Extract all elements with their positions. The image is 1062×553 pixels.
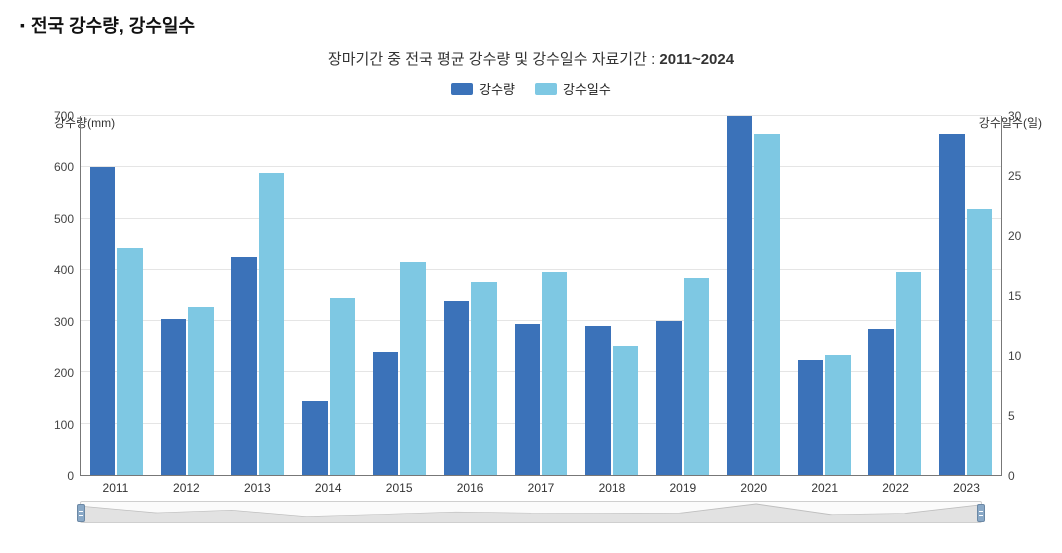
bar-precip-mm[interactable] bbox=[585, 326, 610, 475]
bar-precip-days[interactable] bbox=[967, 209, 992, 475]
y-right-tick: 30 bbox=[1008, 109, 1021, 123]
subtitle-period: 2011~2024 bbox=[659, 51, 734, 68]
bar-precip-mm[interactable] bbox=[231, 257, 256, 475]
bar-precip-mm[interactable] bbox=[444, 301, 469, 475]
section-title: 전국 강수량, 강수일수 bbox=[20, 12, 1042, 38]
bar-precip-days[interactable] bbox=[400, 262, 425, 475]
plot-area bbox=[80, 116, 1002, 476]
bar-group bbox=[81, 116, 152, 475]
x-axis-label: 2016 bbox=[435, 476, 506, 495]
bar-group bbox=[718, 116, 789, 475]
bar-precip-mm[interactable] bbox=[90, 167, 115, 475]
chart: 강수량(mm) 강수일수(일) 0100200300400500600700 0… bbox=[20, 116, 1042, 523]
subtitle-prefix: 장마기간 중 전국 평균 강수량 및 강수일수 자료기간 : bbox=[328, 51, 659, 68]
y-left-tick: 500 bbox=[54, 212, 74, 226]
bar-precip-days[interactable] bbox=[542, 272, 567, 475]
bar-group bbox=[506, 116, 577, 475]
bar-precip-days[interactable] bbox=[330, 298, 355, 475]
y-left-tick: 100 bbox=[54, 418, 74, 432]
bar-group bbox=[152, 116, 223, 475]
y-left-tick: 300 bbox=[54, 315, 74, 329]
legend-label: 강수량 bbox=[479, 79, 515, 98]
bar-group bbox=[576, 116, 647, 475]
bar-precip-days[interactable] bbox=[117, 248, 142, 475]
x-axis-label: 2019 bbox=[647, 476, 718, 495]
bar-group bbox=[789, 116, 860, 475]
bar-precip-mm[interactable] bbox=[798, 360, 823, 475]
scrubber-preview bbox=[81, 502, 981, 522]
y-left-tick: 700 bbox=[54, 109, 74, 123]
bar-precip-days[interactable] bbox=[754, 134, 779, 475]
y-left-tick: 400 bbox=[54, 263, 74, 277]
bar-precip-days[interactable] bbox=[684, 278, 709, 475]
y-right-tick: 0 bbox=[1008, 469, 1015, 483]
bar-precip-mm[interactable] bbox=[868, 329, 893, 475]
chart-legend: 강수량 강수일수 bbox=[20, 79, 1042, 98]
bar-groups bbox=[81, 116, 1001, 475]
legend-swatch bbox=[451, 83, 473, 95]
x-axis-label: 2014 bbox=[293, 476, 364, 495]
bar-precip-days[interactable] bbox=[188, 307, 213, 475]
legend-swatch bbox=[535, 83, 557, 95]
x-axis-labels: 2011201220132014201520162017201820192020… bbox=[80, 476, 1002, 495]
chart-subtitle: 장마기간 중 전국 평균 강수량 및 강수일수 자료기간 : 2011~2024 bbox=[20, 48, 1042, 69]
bar-precip-days[interactable] bbox=[613, 346, 638, 475]
x-axis-label: 2013 bbox=[222, 476, 293, 495]
bar-group bbox=[435, 116, 506, 475]
range-scrubber[interactable] bbox=[80, 501, 982, 523]
bar-precip-days[interactable] bbox=[259, 173, 284, 475]
bar-precip-mm[interactable] bbox=[161, 319, 186, 475]
bar-group bbox=[364, 116, 435, 475]
bar-group bbox=[223, 116, 294, 475]
y-left-tick: 200 bbox=[54, 366, 74, 380]
y-left-tick: 600 bbox=[54, 160, 74, 174]
bar-group bbox=[293, 116, 364, 475]
x-axis-label: 2021 bbox=[789, 476, 860, 495]
bar-precip-days[interactable] bbox=[471, 282, 496, 475]
x-axis-label: 2018 bbox=[576, 476, 647, 495]
bar-group bbox=[859, 116, 930, 475]
y-right-tick: 20 bbox=[1008, 229, 1021, 243]
legend-item[interactable]: 강수일수 bbox=[535, 79, 611, 98]
x-axis-label: 2017 bbox=[506, 476, 577, 495]
y-right-tick: 10 bbox=[1008, 349, 1021, 363]
y-axis-right: 051015202530 bbox=[1002, 116, 1042, 476]
scrubber-handle-right[interactable] bbox=[977, 504, 985, 522]
bar-precip-mm[interactable] bbox=[373, 352, 398, 475]
x-axis-label: 2015 bbox=[364, 476, 435, 495]
y-axis-left: 0100200300400500600700 bbox=[20, 116, 80, 476]
bar-precip-mm[interactable] bbox=[656, 321, 681, 475]
bar-precip-mm[interactable] bbox=[515, 324, 540, 475]
x-axis-label: 2023 bbox=[931, 476, 1002, 495]
x-axis-label: 2012 bbox=[151, 476, 222, 495]
scrubber-handle-left[interactable] bbox=[77, 504, 85, 522]
legend-label: 강수일수 bbox=[563, 79, 611, 98]
x-axis-label: 2020 bbox=[718, 476, 789, 495]
bar-precip-mm[interactable] bbox=[939, 134, 964, 475]
legend-item[interactable]: 강수량 bbox=[451, 79, 515, 98]
bar-group bbox=[647, 116, 718, 475]
y-right-tick: 15 bbox=[1008, 289, 1021, 303]
bar-group bbox=[930, 116, 1001, 475]
bar-precip-days[interactable] bbox=[896, 272, 921, 475]
bar-precip-days[interactable] bbox=[825, 355, 850, 475]
bar-precip-mm[interactable] bbox=[727, 116, 752, 475]
bar-precip-mm[interactable] bbox=[302, 401, 327, 475]
x-axis-label: 2022 bbox=[860, 476, 931, 495]
x-axis-label: 2011 bbox=[80, 476, 151, 495]
y-left-tick: 0 bbox=[67, 469, 74, 483]
y-right-tick: 5 bbox=[1008, 409, 1015, 423]
y-right-tick: 25 bbox=[1008, 169, 1021, 183]
